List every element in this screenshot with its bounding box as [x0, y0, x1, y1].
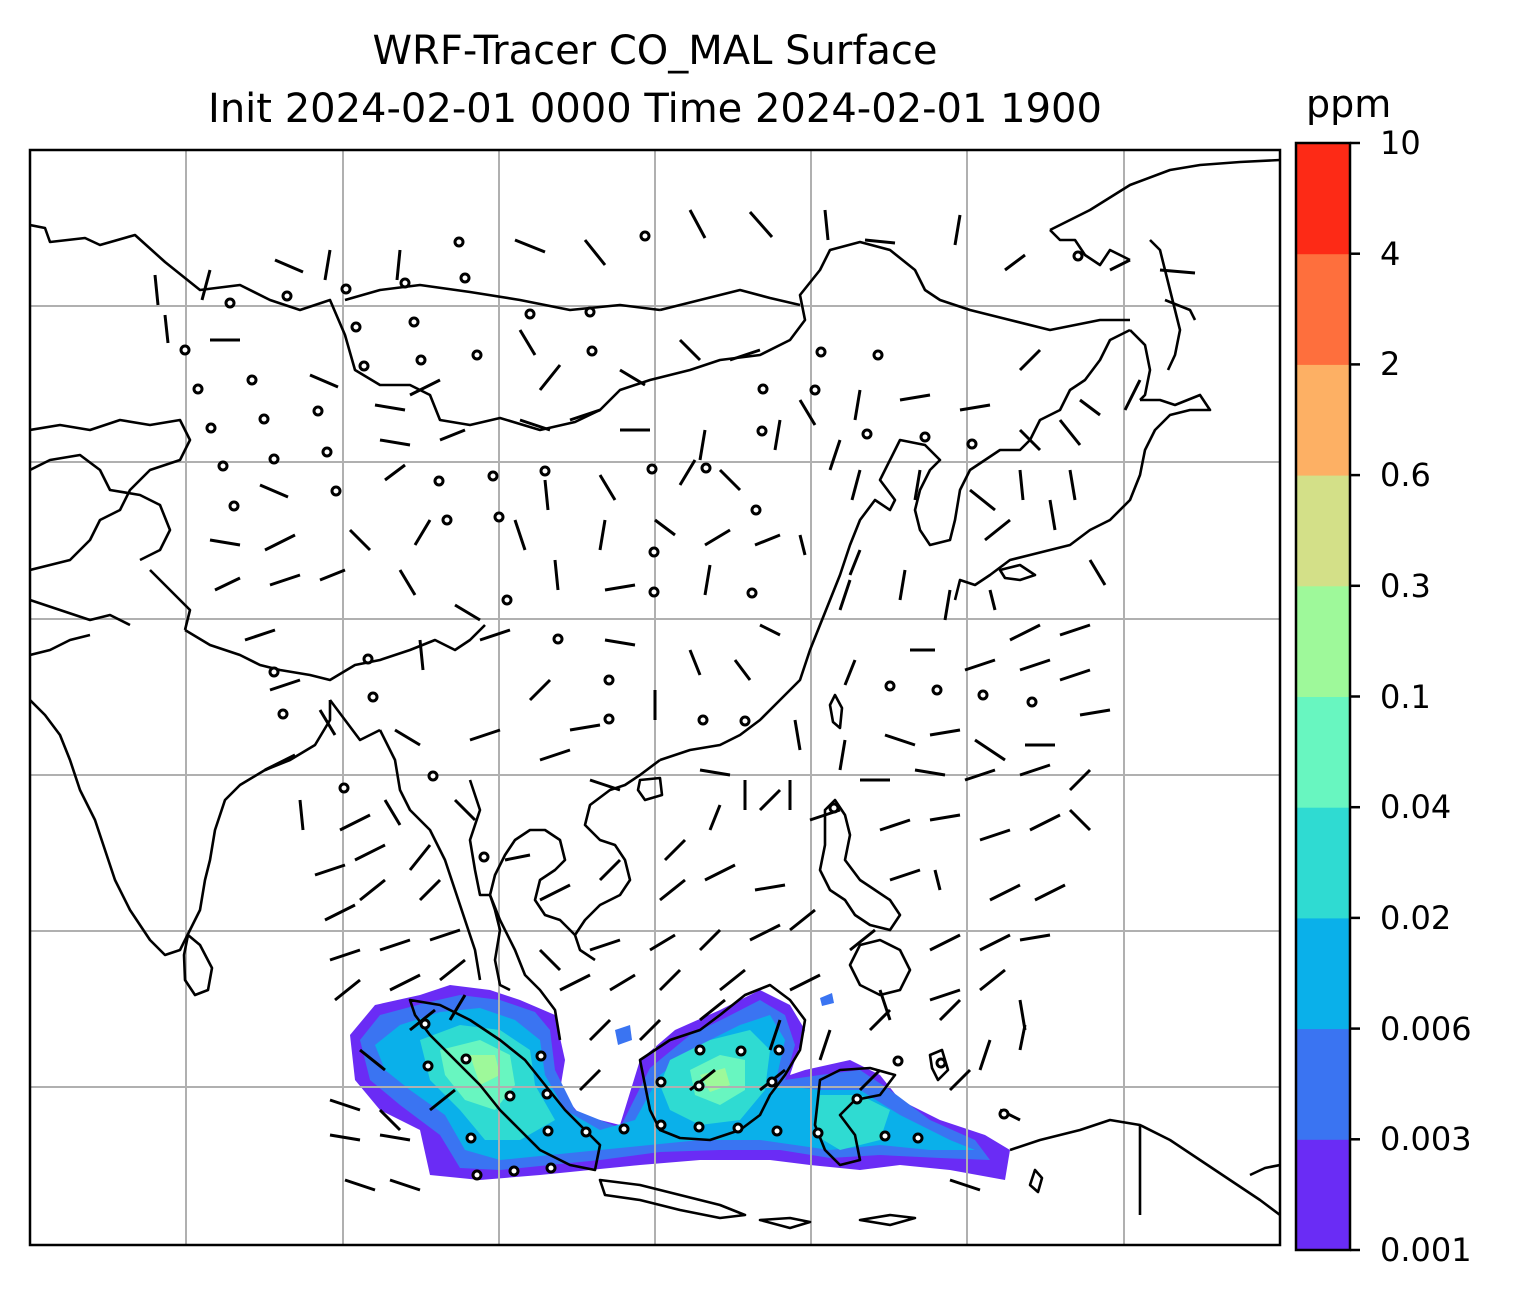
colorbar-segment: [1296, 917, 1350, 1030]
map-title: WRF-Tracer CO_MAL Surface: [372, 28, 938, 74]
colorbar-tick-label: 0.003: [1380, 1120, 1472, 1159]
colorbar-tick-label: 0.1: [1380, 677, 1431, 716]
colorbar-segment: [1296, 143, 1350, 255]
colorbar-segment: [1296, 1028, 1350, 1140]
map-subtitle: Init 2024-02-01 0000 Time 2024-02-01 190…: [208, 86, 1102, 132]
colorbar: [1296, 143, 1350, 1251]
colorbar-tick-label: 4: [1380, 234, 1401, 273]
colorbar-segment: [1296, 475, 1350, 587]
wind-barbs: [153, 209, 1196, 1192]
colorbar-tick-label: 0.6: [1380, 456, 1431, 495]
colorbar-tick-label: 2: [1380, 345, 1401, 384]
colorbar-segment: [1296, 696, 1350, 808]
colorbar-tick-label: 0.02: [1380, 898, 1452, 937]
colorbar-ticks: [1350, 141, 1360, 1252]
colorbar-segment: [1296, 1139, 1350, 1251]
colorbar-tick-label: 0.001: [1380, 1231, 1472, 1269]
colorbar-segment: [1296, 807, 1350, 919]
colorbar-segment: [1296, 364, 1350, 476]
map-frame: [28, 148, 1282, 1247]
colorbar-tick-label: 10: [1380, 124, 1421, 162]
colorbar-segment: [1296, 585, 1350, 697]
colorbar-tick-label: 0.006: [1380, 1009, 1472, 1048]
colorbar-unit: ppm: [1306, 82, 1392, 126]
colorbar-tick-label: 0.04: [1380, 788, 1452, 827]
colorbar-segment: [1296, 253, 1350, 365]
colorbar-tick-label: 0.3: [1380, 566, 1431, 605]
calm-wind-circles: [179, 230, 1084, 1181]
gridlines: [30, 150, 1280, 1245]
co-plume: [350, 985, 1010, 1180]
